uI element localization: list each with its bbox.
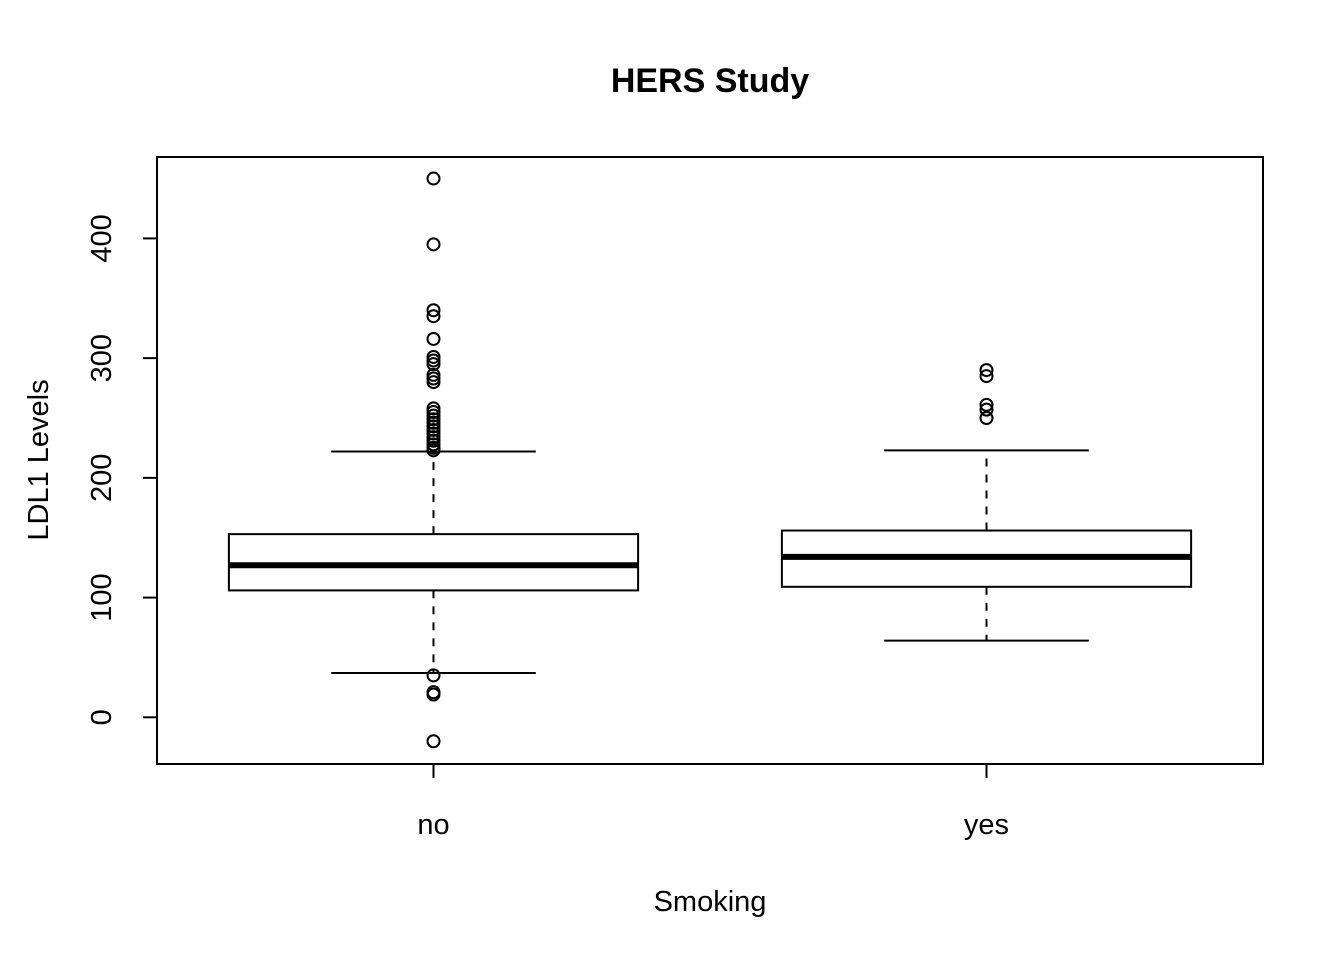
y-tick-label: 400 — [86, 214, 118, 262]
outlier-point — [979, 397, 994, 412]
y-axis: 0 100 200 300 400 — [86, 214, 158, 725]
x-axis-label: Smoking — [654, 886, 767, 918]
outlier-point — [426, 309, 441, 324]
y-axis-label: LDL1 Levels — [23, 379, 55, 540]
x-tick-label: no — [417, 809, 449, 841]
outlier-point — [426, 687, 441, 702]
outlier-point — [426, 303, 441, 318]
outlier-point — [979, 369, 994, 384]
box-group-yes — [780, 363, 1193, 642]
y-tick-label: 100 — [86, 573, 118, 621]
outlier-point — [979, 410, 994, 425]
boxes-layer — [227, 171, 1193, 749]
y-tick-label: 300 — [86, 334, 118, 382]
outlier-point — [426, 357, 441, 372]
x-axis: no yes — [417, 764, 1009, 841]
chart-title: HERS Study — [611, 62, 809, 100]
outlier-point — [426, 331, 441, 346]
outlier-point — [979, 402, 994, 417]
outlier-point — [426, 734, 441, 749]
outlier-point — [426, 171, 441, 186]
outlier-point — [979, 363, 994, 378]
y-tick-label: 200 — [86, 454, 118, 502]
outlier-point — [426, 237, 441, 252]
plot-frame — [156, 156, 1264, 765]
y-tick-label: 0 — [86, 709, 118, 725]
outlier-point — [426, 668, 441, 683]
outlier-point — [426, 375, 441, 390]
x-tick-label: yes — [964, 809, 1009, 841]
box-group-no — [227, 171, 640, 749]
outlier-point — [426, 443, 441, 458]
